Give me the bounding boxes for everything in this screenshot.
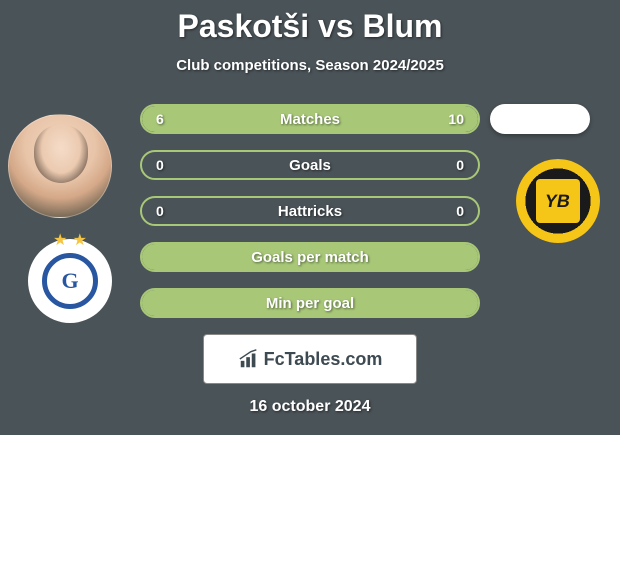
- date-text: 16 october 2024: [0, 398, 620, 416]
- stat-row-goals-per-match: Goals per match: [140, 242, 480, 272]
- club-right-logo: YB: [516, 159, 600, 243]
- stat-value-left: 0: [156, 203, 164, 219]
- club-right-badge: YB: [536, 179, 580, 223]
- chart-icon: [238, 348, 260, 370]
- club-left-letter: G: [61, 268, 78, 294]
- comparison-content: G YB 6 Matches 10 0 Goals 0 0 Hattricks …: [0, 104, 620, 416]
- stat-row-goals: 0 Goals 0: [140, 150, 480, 180]
- stat-row-min-per-goal: Min per goal: [140, 288, 480, 318]
- stat-value-left: 6: [156, 111, 164, 127]
- stat-label: Min per goal: [266, 295, 354, 312]
- stat-label: Matches: [280, 111, 340, 128]
- page-subtitle: Club competitions, Season 2024/2025: [0, 57, 620, 74]
- stat-label: Goals: [289, 157, 331, 174]
- club-right-letter: YB: [544, 191, 573, 212]
- branding-box: FcTables.com: [203, 334, 417, 384]
- branding-text: FcTables.com: [264, 349, 383, 370]
- stat-value-left: 0: [156, 157, 164, 173]
- stat-label: Hattricks: [278, 203, 342, 220]
- stat-row-matches: 6 Matches 10: [140, 104, 480, 134]
- club-left-badge: G: [42, 253, 98, 309]
- stat-value-right: 0: [456, 203, 464, 219]
- header: Paskotši vs Blum Club competitions, Seas…: [0, 0, 620, 74]
- player-left-avatar: [8, 114, 112, 218]
- page-title: Paskotši vs Blum: [0, 8, 620, 45]
- stat-value-right: 0: [456, 157, 464, 173]
- stats-container: 6 Matches 10 0 Goals 0 0 Hattricks 0 Goa…: [140, 104, 480, 318]
- club-left-logo: G: [28, 239, 112, 323]
- stat-label: Goals per match: [251, 249, 369, 266]
- player-right-avatar: [490, 104, 590, 134]
- stat-row-hattricks: 0 Hattricks 0: [140, 196, 480, 226]
- stat-value-right: 10: [448, 111, 464, 127]
